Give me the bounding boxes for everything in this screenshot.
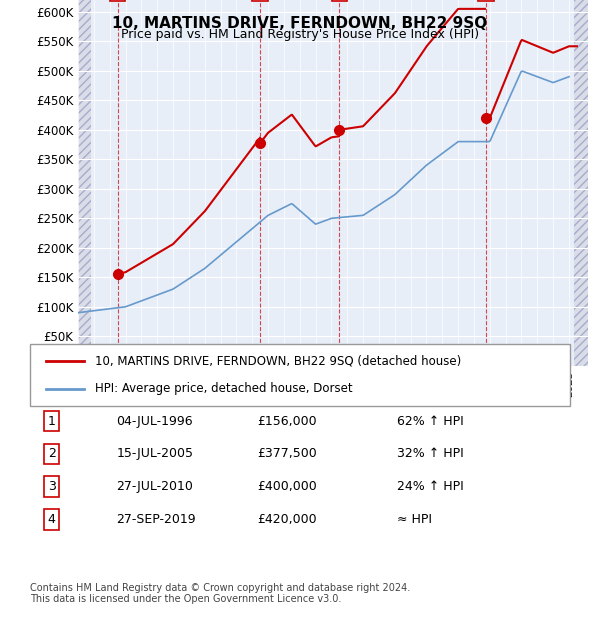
Text: £400,000: £400,000 [257,480,317,493]
Text: £377,500: £377,500 [257,448,317,460]
Text: 24% ↑ HPI: 24% ↑ HPI [397,480,464,493]
Text: 10, MARTINS DRIVE, FERNDOWN, BH22 9SQ (detached house): 10, MARTINS DRIVE, FERNDOWN, BH22 9SQ (d… [95,355,461,368]
FancyBboxPatch shape [30,344,570,406]
Text: 04-JUL-1996: 04-JUL-1996 [116,415,193,428]
Text: Contains HM Land Registry data © Crown copyright and database right 2024.
This d: Contains HM Land Registry data © Crown c… [30,583,410,604]
Text: £420,000: £420,000 [257,513,316,526]
Text: 1: 1 [47,415,56,428]
Text: 10, MARTINS DRIVE, FERNDOWN, BH22 9SQ: 10, MARTINS DRIVE, FERNDOWN, BH22 9SQ [112,16,488,30]
Text: ≈ HPI: ≈ HPI [397,513,432,526]
Text: 62% ↑ HPI: 62% ↑ HPI [397,415,464,428]
Text: 32% ↑ HPI: 32% ↑ HPI [397,448,464,460]
Text: 15-JUL-2005: 15-JUL-2005 [116,448,193,460]
Text: £156,000: £156,000 [257,415,316,428]
Text: 3: 3 [47,480,56,493]
Text: Price paid vs. HM Land Registry's House Price Index (HPI): Price paid vs. HM Land Registry's House … [121,28,479,41]
Text: 27-JUL-2010: 27-JUL-2010 [116,480,193,493]
Text: 27-SEP-2019: 27-SEP-2019 [116,513,196,526]
Bar [78,0,91,366]
Text: HPI: Average price, detached house, Dorset: HPI: Average price, detached house, Dors… [95,383,352,395]
Bar [78,0,94,366]
Bar [574,0,590,366]
Text: 2: 2 [47,448,56,460]
Text: 4: 4 [47,513,56,526]
